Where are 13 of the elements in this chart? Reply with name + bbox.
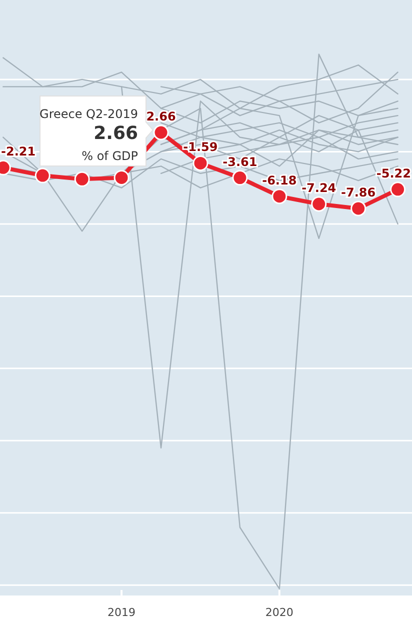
x-tick-label: 2020 (265, 606, 294, 619)
data-label: -1.59 (183, 140, 218, 154)
data-label: -7.24 (302, 181, 336, 196)
data-label: -7.86 (341, 185, 376, 200)
data-label: -6.18 (262, 173, 297, 188)
data-label: -2.21 (1, 144, 36, 159)
data-label: -3.61 (222, 154, 258, 169)
data-label: 2.66 (146, 109, 176, 124)
annotation: % of GDP (82, 149, 138, 163)
data-label: -5.22 (376, 166, 411, 180)
annotation: Greece Q2-2019 (40, 107, 138, 121)
x-tick-label: 2019 (108, 606, 136, 619)
annotation: 2.66 (94, 123, 138, 144)
